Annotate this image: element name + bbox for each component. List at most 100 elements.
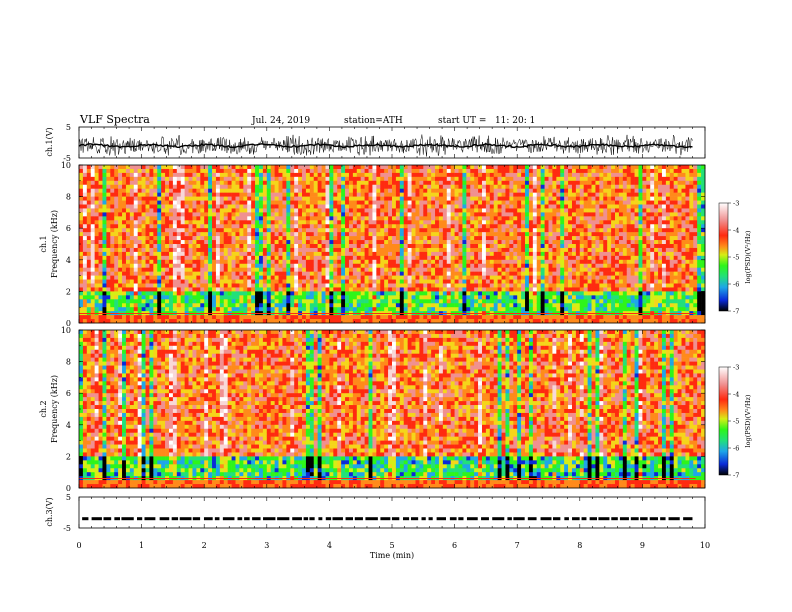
- spectrogram-cell: [270, 279, 275, 284]
- spectrogram-cell: [540, 244, 545, 249]
- spectrogram-cell: [329, 165, 334, 170]
- spectrogram-cell: [227, 212, 232, 217]
- spectrogram-cell: [376, 204, 381, 209]
- spectrogram-cell: [196, 172, 201, 178]
- spectrogram-cell: [114, 263, 119, 268]
- spectrogram-cell: [294, 287, 299, 292]
- spectrogram-cell: [345, 200, 350, 205]
- spectrogram-cell: [364, 216, 369, 221]
- spectrogram-cell: [478, 255, 483, 261]
- spectrogram-cell: [431, 188, 436, 193]
- spectrogram-cell: [168, 204, 174, 209]
- spectrogram-cell: [262, 263, 268, 268]
- spectrogram-cell: [243, 303, 248, 308]
- spectrogram-cell: [435, 279, 440, 284]
- spectrogram-cell: [403, 315, 408, 320]
- spectrogram-cell: [462, 240, 467, 245]
- spectrogram-cell: [137, 165, 142, 170]
- spectrogram-cell: [470, 287, 475, 292]
- spectrogram-cell: [274, 299, 279, 304]
- spectrogram-cell: [79, 228, 84, 233]
- spectrogram-cell: [141, 236, 146, 241]
- spectrogram-cell: [251, 271, 256, 276]
- spectrogram-cell: [235, 295, 240, 300]
- spectrogram-cell: [153, 267, 158, 272]
- spectrogram-cell: [231, 172, 236, 178]
- spectrogram-cell: [317, 212, 322, 217]
- spectrogram-cell: [517, 180, 522, 186]
- spectrogram-cell: [98, 287, 103, 292]
- spectrogram-cell: [290, 168, 295, 174]
- spectrogram-cell: [485, 279, 491, 284]
- spectrogram-cell: [493, 168, 498, 174]
- spectrogram-cell: [286, 259, 291, 265]
- spectrogram-cell: [247, 307, 252, 312]
- spectrogram-cell: [247, 176, 252, 182]
- spectrogram-cell: [180, 176, 185, 182]
- spectrogram-cell: [548, 196, 553, 201]
- spectrogram-cell: [114, 295, 119, 300]
- spectrogram-cell: [489, 172, 495, 178]
- spectrogram-cell: [360, 271, 365, 276]
- spectrogram-cell: [274, 303, 279, 308]
- spectrogram-cell: [247, 165, 252, 170]
- spectrogram-cell: [106, 295, 111, 300]
- spectrogram-cell: [442, 307, 448, 312]
- spectrogram-cell: [94, 172, 99, 178]
- spectrogram-cell: [462, 236, 467, 241]
- spectrogram-cell: [454, 271, 459, 276]
- spectrogram-cell: [294, 267, 299, 272]
- spectrogram-cell: [528, 232, 534, 237]
- spectrogram-cell: [458, 291, 463, 296]
- spectrogram-cell: [548, 271, 553, 276]
- spectrogram-cell: [497, 244, 502, 249]
- spectrogram-cell: [384, 176, 389, 182]
- spectrogram-cell: [215, 212, 221, 217]
- spectrogram-cell: [223, 168, 228, 174]
- spectrogram-cell: [176, 196, 182, 201]
- spectrogram-cell: [243, 192, 248, 197]
- spectrogram-cell: [528, 244, 534, 249]
- spectrogram-cell: [442, 267, 448, 272]
- spectrogram-cell: [137, 247, 142, 253]
- spectrogram-cell: [325, 192, 330, 197]
- spectrogram-cell: [114, 240, 119, 245]
- spectrogram-cell: [118, 267, 123, 272]
- spectrogram-cell: [266, 307, 272, 312]
- spectrogram-cell: [79, 220, 84, 225]
- spectrogram-cell: [364, 287, 369, 292]
- spectrogram-cell: [337, 283, 342, 288]
- spectrogram-cell: [223, 259, 228, 265]
- spectrogram-cell: [239, 303, 244, 308]
- spectrogram-cell: [125, 196, 131, 201]
- spectrogram-cell: [501, 291, 506, 296]
- spectrogram-cell: [478, 236, 483, 241]
- spectrogram-cell: [325, 255, 330, 261]
- spectrogram-cell: [528, 172, 534, 178]
- spectrogram-cell: [356, 267, 361, 272]
- spectrogram-cell: [227, 188, 232, 193]
- spectrogram-cell: [552, 176, 557, 182]
- spectrogram-cell: [552, 165, 557, 170]
- spectrogram-cell: [352, 196, 358, 201]
- spectrogram-cell: [470, 172, 475, 178]
- spectrogram-cell: [478, 263, 483, 268]
- spectrogram-cell: [352, 165, 358, 170]
- spectrogram-cell: [528, 303, 534, 308]
- spectrogram-cell: [223, 212, 228, 217]
- spectrogram-cell: [157, 208, 162, 213]
- spectrogram-cell: [290, 271, 295, 276]
- spectrogram-cell: [255, 275, 260, 280]
- spectrogram-cell: [345, 208, 350, 213]
- spectrogram-cell: [145, 180, 150, 186]
- spectrogram-cell: [212, 303, 217, 308]
- spectrogram-cell: [161, 180, 166, 186]
- spectrogram-cell: [227, 165, 232, 170]
- spectrogram-cell: [208, 287, 213, 292]
- spectrogram-cell: [98, 228, 103, 233]
- spectrogram-cell: [309, 255, 315, 261]
- spectrogram-cell: [419, 255, 424, 261]
- spectrogram-cell: [317, 208, 322, 213]
- spectrogram-cell: [184, 283, 189, 288]
- spectrogram-cell: [282, 279, 287, 284]
